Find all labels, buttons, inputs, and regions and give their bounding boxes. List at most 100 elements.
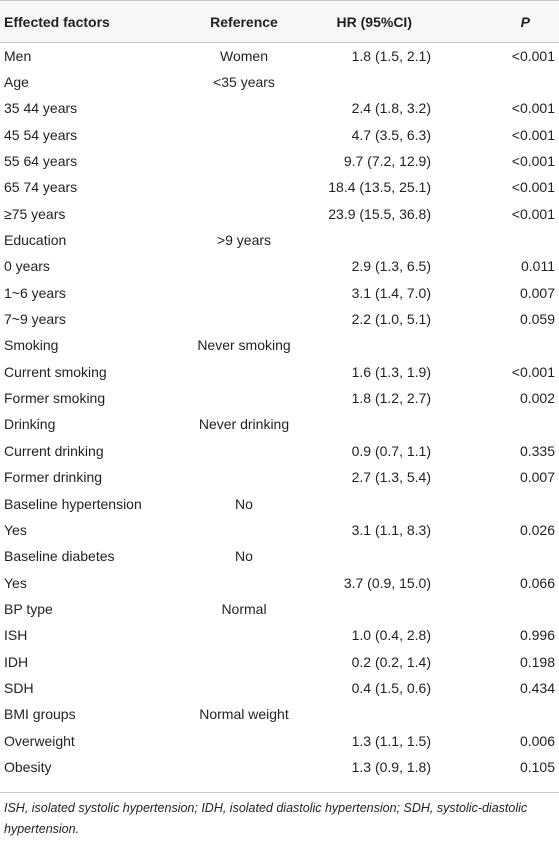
cell-hr bbox=[304, 543, 469, 569]
table-row: Age <35 years bbox=[0, 69, 559, 95]
cell-p: <0.001 bbox=[511, 363, 555, 380]
header-factor: Effected factors bbox=[0, 0, 184, 43]
table-body: Men Women 1.8 (1.5, 2.1) <0.001 Age <35 years… bbox=[0, 43, 559, 781]
cell-p: <0.001 bbox=[511, 100, 555, 117]
cell-hr: 0.2 (0.2, 1.4) bbox=[351, 653, 431, 670]
cell-reference bbox=[184, 648, 304, 674]
cell-hr bbox=[304, 411, 469, 437]
cell-reference bbox=[184, 438, 304, 464]
cell-reference bbox=[184, 359, 304, 385]
cell-p bbox=[469, 490, 559, 516]
cell-p: <0.001 bbox=[511, 205, 555, 222]
cell-p: 0.198 bbox=[519, 653, 555, 670]
table-row: ISH 1.0 (0.4, 2.8) 0.996 bbox=[0, 622, 559, 648]
cell-hr: 1.3 (1.1, 1.5) bbox=[351, 732, 431, 749]
cell-reference: <35 years bbox=[213, 74, 275, 91]
cell-reference bbox=[184, 95, 304, 121]
table-row: Current drinking 0.9 (0.7, 1.1) 0.335 bbox=[0, 438, 559, 464]
cell-hr: 3.1 (1.4, 7.0) bbox=[351, 284, 431, 301]
cell-p bbox=[469, 69, 559, 95]
cell-factor: SDH bbox=[4, 679, 34, 696]
cell-hr: 9.7 (7.2, 12.9) bbox=[343, 153, 431, 170]
cell-hr: 2.7 (1.3, 5.4) bbox=[351, 469, 431, 486]
cell-p: 0.026 bbox=[519, 521, 555, 538]
cell-p bbox=[469, 411, 559, 437]
cell-factor: ≥75 years bbox=[4, 205, 66, 222]
cell-factor: Yes bbox=[4, 521, 27, 538]
table-row: SDH 0.4 (1.5, 0.6) 0.434 bbox=[0, 675, 559, 701]
cell-hr: 2.4 (1.8, 3.2) bbox=[351, 100, 431, 117]
table-row: Yes 3.7 (0.9, 15.0) 0.066 bbox=[0, 569, 559, 595]
cell-reference bbox=[184, 727, 304, 753]
table-row: Education >9 years bbox=[0, 227, 559, 253]
cell-p bbox=[469, 596, 559, 622]
cell-reference: Normal bbox=[221, 600, 267, 617]
cell-hr bbox=[304, 227, 469, 253]
cell-reference bbox=[184, 201, 304, 227]
cell-reference bbox=[184, 622, 304, 648]
cell-reference: Women bbox=[220, 47, 268, 64]
cell-reference bbox=[184, 569, 304, 595]
cell-factor: 55 64 years bbox=[4, 153, 78, 170]
table-row: Drinking Never drinking bbox=[0, 411, 559, 437]
cell-factor: 7~9 years bbox=[4, 311, 66, 328]
cell-hr bbox=[304, 596, 469, 622]
cell-hr: 23.9 (15.5, 36.8) bbox=[328, 205, 431, 222]
cell-factor: Current smoking bbox=[4, 363, 107, 380]
table-header-row: Effected factors Reference HR (95%CI) P bbox=[0, 0, 559, 43]
cell-factor: Current drinking bbox=[4, 442, 104, 459]
table-row: Smoking Never smoking bbox=[0, 332, 559, 358]
cell-p: 0.006 bbox=[519, 732, 555, 749]
cell-reference bbox=[184, 306, 304, 332]
cell-factor: 65 74 years bbox=[4, 179, 78, 196]
table-row: Former smoking 1.8 (1.2, 2.7) 0.002 bbox=[0, 385, 559, 411]
header-hr: HR (95%CI) bbox=[304, 0, 469, 43]
cell-factor: 0 years bbox=[4, 258, 50, 275]
cell-hr: 0.9 (0.7, 1.1) bbox=[351, 442, 431, 459]
cell-p: 0.996 bbox=[519, 627, 555, 644]
table-bottom-rule bbox=[0, 792, 559, 794]
table-row: Men Women 1.8 (1.5, 2.1) <0.001 bbox=[0, 43, 559, 69]
cell-reference bbox=[184, 754, 304, 780]
cell-p: 0.011 bbox=[521, 258, 555, 275]
table-row: Baseline diabetes No bbox=[0, 543, 559, 569]
cell-factor: Education bbox=[4, 232, 67, 249]
cell-p: <0.001 bbox=[511, 47, 555, 64]
cell-reference bbox=[184, 148, 304, 174]
cell-factor: Age bbox=[4, 74, 29, 91]
cell-reference bbox=[184, 464, 304, 490]
cell-p bbox=[469, 701, 559, 727]
cell-factor: Obesity bbox=[4, 758, 52, 775]
cell-factor: Baseline diabetes bbox=[4, 548, 115, 565]
cell-p: 0.002 bbox=[519, 390, 555, 407]
cell-p: <0.001 bbox=[511, 126, 555, 143]
cell-factor: 35 44 years bbox=[4, 100, 78, 117]
cell-factor: Former drinking bbox=[4, 469, 103, 486]
cell-reference: Never smoking bbox=[197, 337, 291, 354]
cell-reference bbox=[184, 253, 304, 279]
cell-hr: 1.0 (0.4, 2.8) bbox=[351, 627, 431, 644]
cell-reference: No bbox=[235, 548, 253, 565]
cell-p: 0.105 bbox=[519, 758, 555, 775]
table-row: BP type Normal bbox=[0, 596, 559, 622]
table-row: Current smoking 1.6 (1.3, 1.9) <0.001 bbox=[0, 359, 559, 385]
table-row: 1~6 years 3.1 (1.4, 7.0) 0.007 bbox=[0, 280, 559, 306]
cell-hr: 18.4 (13.5, 25.1) bbox=[328, 179, 431, 196]
header-reference: Reference bbox=[184, 0, 304, 43]
cell-p: 0.007 bbox=[519, 469, 555, 486]
cell-hr: 2.2 (1.0, 5.1) bbox=[351, 311, 431, 328]
cell-factor: ISH bbox=[4, 627, 28, 644]
cell-reference bbox=[184, 675, 304, 701]
cell-factor: Smoking bbox=[4, 337, 59, 354]
cell-factor: BP type bbox=[4, 600, 53, 617]
cell-reference bbox=[184, 517, 304, 543]
cell-hr bbox=[304, 701, 469, 727]
cell-reference bbox=[184, 122, 304, 148]
cell-factor: Former smoking bbox=[4, 390, 106, 407]
cell-hr: 3.7 (0.9, 15.0) bbox=[343, 574, 431, 591]
cell-factor: Drinking bbox=[4, 416, 56, 433]
cell-hr: 1.8 (1.5, 2.1) bbox=[351, 47, 431, 64]
cell-factor: IDH bbox=[4, 653, 29, 670]
cell-p bbox=[469, 332, 559, 358]
